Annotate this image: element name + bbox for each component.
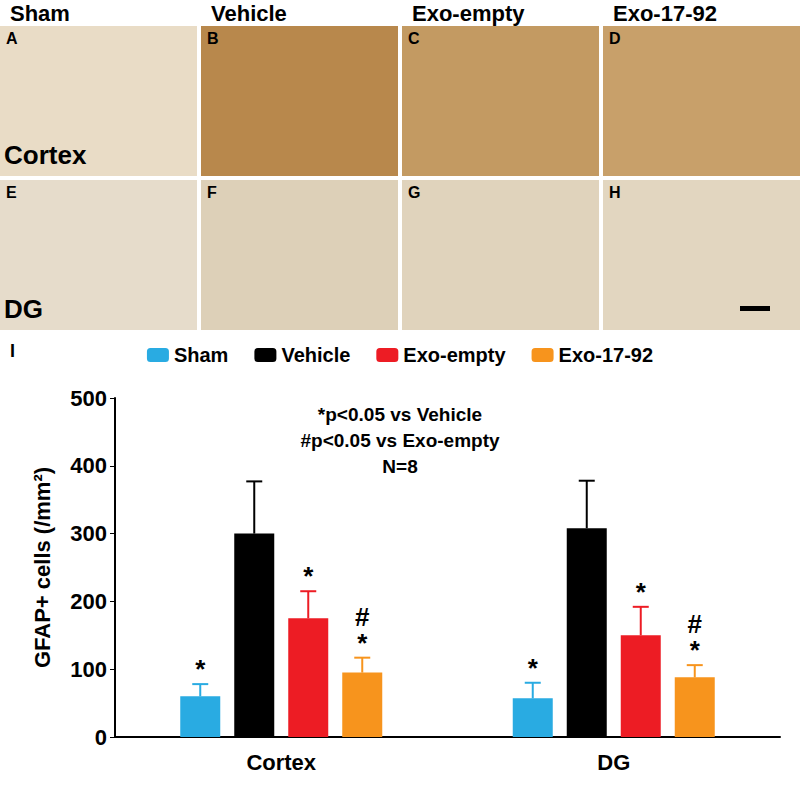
svg-text:Exo-empty: Exo-empty <box>412 1 525 26</box>
svg-text:DG: DG <box>597 750 630 775</box>
svg-text:D: D <box>609 30 621 47</box>
svg-text:F: F <box>207 184 217 201</box>
svg-text:H: H <box>609 184 621 201</box>
svg-text:Cortex: Cortex <box>246 750 316 775</box>
svg-text:N=8: N=8 <box>382 456 417 477</box>
svg-text:Exo-empty: Exo-empty <box>403 344 506 366</box>
svg-text:Exo-17-92: Exo-17-92 <box>559 344 654 366</box>
svg-text:400: 400 <box>70 453 107 478</box>
svg-text:C: C <box>408 30 420 47</box>
svg-text:*p<0.05 vs Vehicle: *p<0.05 vs Vehicle <box>318 404 482 425</box>
svg-text:I: I <box>10 341 15 361</box>
svg-text:#p<0.05 vs Exo-empty: #p<0.05 vs Exo-empty <box>300 430 500 451</box>
svg-text:*: * <box>195 654 206 684</box>
svg-text:Sham: Sham <box>10 1 70 26</box>
svg-text:GFAP+ cells (/mm²): GFAP+ cells (/mm²) <box>30 467 55 668</box>
svg-text:Cortex: Cortex <box>4 140 87 170</box>
svg-text:*: * <box>357 628 368 658</box>
svg-text:*: * <box>690 635 701 665</box>
svg-text:E: E <box>6 184 17 201</box>
svg-text:A: A <box>6 30 18 47</box>
svg-text:*: * <box>303 561 314 591</box>
svg-text:Vehicle: Vehicle <box>211 1 287 26</box>
svg-text:0: 0 <box>95 725 107 750</box>
svg-text:DG: DG <box>4 294 43 324</box>
svg-text:500: 500 <box>70 386 107 411</box>
svg-text:100: 100 <box>70 657 107 682</box>
svg-text:*: * <box>636 577 647 607</box>
svg-text:B: B <box>207 30 219 47</box>
svg-text:*: * <box>528 653 539 683</box>
svg-text:300: 300 <box>70 521 107 546</box>
svg-text:G: G <box>408 184 420 201</box>
svg-text:200: 200 <box>70 589 107 614</box>
svg-text:Exo-17-92: Exo-17-92 <box>613 1 717 26</box>
svg-text:Sham: Sham <box>174 344 228 366</box>
svg-text:Vehicle: Vehicle <box>281 344 350 366</box>
